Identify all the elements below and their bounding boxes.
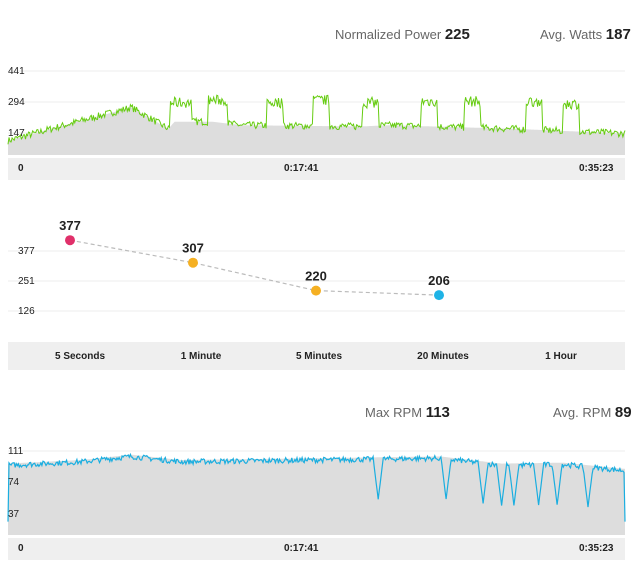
max-rpm-value: 113 (425, 404, 450, 421)
cadence-y-tick-74: 74 (8, 477, 20, 488)
normalized-power-label: Normalized Power (335, 27, 442, 42)
avg-rpm-label: Avg. RPM (553, 405, 612, 420)
cadence-x-tick-mid: 0:17:41 (284, 543, 319, 554)
cadence-chart: 111 74 37 (7, 446, 626, 535)
power-curve-trend-line (69, 239, 440, 296)
power-curve-value-label: 206 (428, 273, 450, 288)
avg-rpm-value: 89 (614, 404, 632, 421)
curve-y-tick-251: 251 (18, 276, 35, 287)
power-time-axis: 0 0:17:41 0:35:23 (8, 158, 625, 180)
power-x-tick-start: 0 (18, 163, 24, 174)
power-area (8, 107, 625, 155)
avg-watts-value: 187 (605, 26, 631, 43)
cadence-y-tick-111: 111 (8, 446, 24, 457)
curve-y-tick-126: 126 (18, 306, 35, 317)
max-rpm-stat: Max RPM 113 (365, 404, 450, 421)
power-curve-points: 377 307 220 206 (59, 220, 450, 301)
duration-5-minutes: 5 Minutes (295, 351, 343, 362)
normalized-power-value: 225 (444, 26, 470, 43)
power-curve-value-label: 220 (305, 269, 327, 284)
normalized-power-stat: Normalized Power 225 (335, 26, 470, 43)
duration-20-minutes: 20 Minutes (417, 351, 469, 362)
power-curve-point[interactable] (434, 290, 444, 301)
power-y-tick-147: 147 (8, 128, 25, 139)
power-x-tick-end: 0:35:23 (579, 163, 614, 174)
cadence-x-tick-end: 0:35:23 (579, 543, 614, 554)
cadence-area (8, 454, 625, 535)
power-x-tick-mid: 0:17:41 (284, 163, 319, 174)
cadence-line (7, 452, 626, 522)
duration-1-minute: 1 Minute (180, 351, 222, 362)
max-rpm-label: Max RPM (365, 405, 423, 420)
power-curve-value-label: 377 (59, 220, 81, 233)
cadence-time-axis: 0 0:17:41 0:35:23 (8, 538, 625, 560)
power-curve-point[interactable] (188, 257, 198, 268)
power-curve-point[interactable] (311, 285, 321, 296)
cadence-x-tick-start: 0 (18, 543, 24, 554)
avg-watts-label: Avg. Watts (540, 27, 603, 42)
power-curve-value-label: 307 (182, 241, 204, 256)
duration-1-hour: 1 Hour (545, 351, 577, 362)
power-curve-chart: 377 251 126 377 307 220 206 (8, 220, 625, 317)
duration-axis: 5 Seconds 1 Minute 5 Minutes 20 Minutes … (8, 342, 625, 370)
duration-5-seconds: 5 Seconds (54, 351, 106, 362)
power-y-tick-294: 294 (8, 97, 25, 108)
avg-rpm-stat: Avg. RPM 89 (553, 404, 632, 421)
curve-y-tick-377: 377 (18, 246, 35, 257)
power-curve-point[interactable] (65, 235, 75, 246)
power-line (7, 94, 626, 145)
avg-watts-stat: Avg. Watts 187 (540, 26, 631, 43)
power-y-tick-441: 441 (8, 66, 25, 77)
power-chart: 441 294 147 (7, 66, 626, 155)
cadence-y-tick-37: 37 (8, 509, 20, 520)
